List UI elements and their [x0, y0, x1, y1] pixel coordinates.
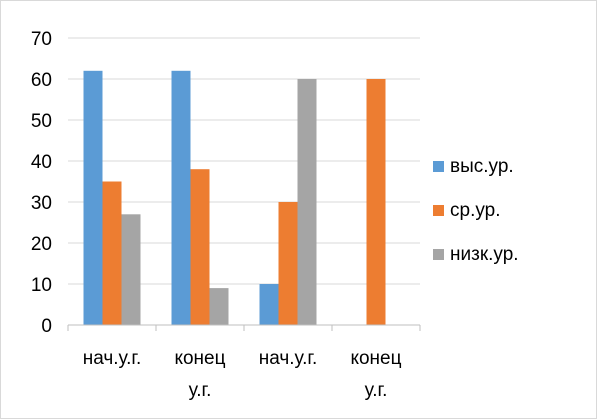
legend-label: ср.ур. [450, 200, 500, 221]
bar [366, 79, 386, 325]
y-axis-ticks: 0 10 20 30 40 50 60 70 [31, 29, 52, 337]
y-tick-label: 70 [31, 29, 52, 50]
legend-label: низк.ур. [450, 244, 519, 265]
bar [121, 214, 141, 325]
x-tick-label: конец [174, 348, 225, 369]
y-tick-label: 50 [31, 111, 52, 132]
x-tick-label: конец [350, 348, 401, 369]
legend-label: выс.ур. [450, 156, 514, 177]
y-tick-label: 60 [31, 70, 52, 91]
y-tick-label: 40 [31, 152, 52, 173]
legend: выс.ур. ср.ур. низк.ур. [433, 156, 519, 265]
x-axis-labels: нач.у.г. конец у.г. нач.у.г. конец у.г. [83, 348, 402, 401]
bar [102, 181, 122, 325]
legend-swatch [433, 249, 444, 260]
bar [83, 70, 103, 325]
legend-swatch [433, 161, 444, 172]
legend-swatch [433, 205, 444, 216]
bar [209, 288, 229, 325]
y-tick-label: 30 [31, 193, 52, 214]
x-tick-label: нач.у.г. [259, 348, 318, 369]
bar [190, 169, 210, 325]
x-tick-label: нач.у.г. [83, 348, 142, 369]
bar [278, 202, 298, 325]
bar [171, 70, 191, 325]
y-tick-label: 20 [31, 234, 52, 255]
bars [83, 70, 386, 325]
y-tick-label: 0 [41, 316, 52, 337]
y-tick-label: 10 [31, 275, 52, 296]
x-tick-label: у.г. [189, 380, 212, 401]
x-axis [67, 324, 421, 331]
x-tick-label: у.г. [365, 380, 388, 401]
bar [297, 79, 317, 325]
bar [259, 284, 279, 325]
